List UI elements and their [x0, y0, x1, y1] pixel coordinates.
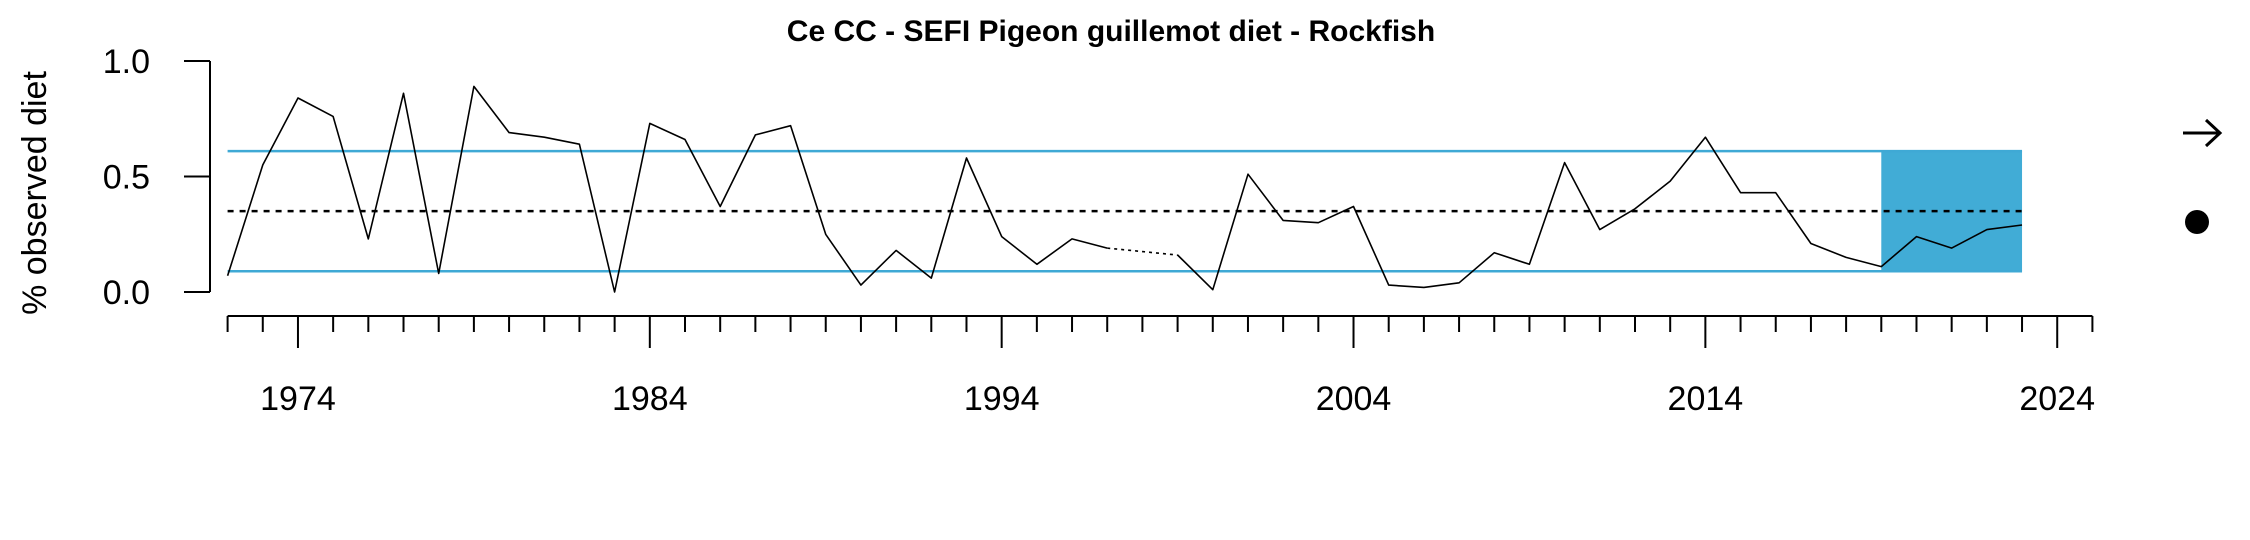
recent-period-highlight [1881, 151, 2023, 272]
y-tick-label: 0.0 [103, 274, 150, 312]
y-axis: 0.0 0.5 1.0 [103, 43, 211, 312]
series-gap-segment [1107, 247, 1178, 256]
status-dot-icon [2185, 210, 2209, 234]
x-tick-label: 2004 [1316, 380, 1392, 418]
x-tick-label: 1974 [260, 380, 336, 418]
y-axis-label: % observed diet [16, 71, 54, 315]
reference-lines [227, 149, 2023, 273]
chart-title: Ce CC - SEFI Pigeon guillemot diet - Roc… [787, 15, 1435, 48]
series-segment [226, 85, 1108, 293]
y-tick-label: 0.5 [103, 159, 150, 197]
series-segment [1177, 136, 2023, 291]
x-tick-label: 2014 [1668, 380, 1744, 418]
x-axis: 1974 1984 1994 2004 2014 2024 [226, 315, 2095, 418]
series-line [226, 85, 2023, 293]
highlight-window [1881, 151, 2023, 272]
x-tick-label: 2024 [2019, 380, 2095, 418]
y-tick-label: 1.0 [103, 43, 150, 81]
x-tick-label: 1994 [964, 380, 1040, 418]
x-tick-label: 1984 [612, 380, 688, 418]
trend-arrow-icon [2183, 118, 2223, 148]
